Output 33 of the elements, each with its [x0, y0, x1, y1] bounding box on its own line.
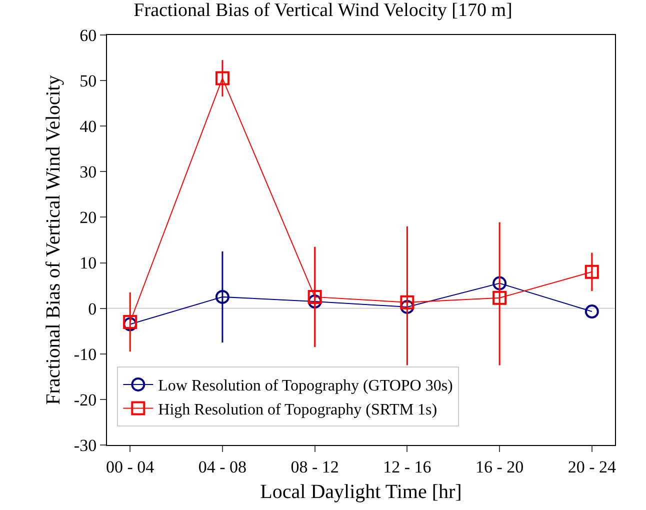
y-tick-label: -30: [74, 436, 97, 455]
point: [215, 71, 230, 86]
y-tick-label: 20: [80, 208, 97, 228]
y-tick-label: 0: [88, 299, 97, 318]
y-tick-label: 50: [80, 72, 97, 91]
point: [123, 315, 138, 329]
legend-label: High Resolution of Topography (SRTM 1s): [158, 401, 438, 418]
x-axis-title: Local Daylight Time [hr]: [260, 480, 462, 503]
x-tick-label: 08 - 12: [290, 457, 339, 476]
y-axis-title: Fractional Bias of Vertical Wind Velocity: [42, 75, 64, 405]
point: [215, 290, 230, 304]
y-tick-label: 40: [80, 117, 97, 136]
y-tick-label: -20: [74, 390, 97, 410]
chart-title: Fractional Bias of Vertical Wind Velocity [170 m]: [134, 0, 512, 21]
x-tick-label: 16 - 20: [475, 457, 524, 476]
y-tick-label: -10: [74, 344, 97, 364]
point: [584, 304, 599, 319]
point: [400, 300, 414, 314]
point: [123, 317, 138, 332]
x-tick-label: 20 - 24: [568, 457, 616, 476]
point: [308, 294, 322, 308]
point: [492, 276, 507, 290]
point: [400, 295, 414, 310]
y-tick-label: 60: [80, 26, 97, 45]
point: [584, 264, 599, 279]
y-tick-label: 30: [80, 162, 97, 182]
x-tick-label: 12 - 16: [383, 457, 432, 476]
y-tick-label: 10: [80, 254, 97, 273]
point: [492, 290, 507, 305]
x-tick-label: 04 - 08: [198, 457, 247, 476]
point: [308, 290, 322, 304]
legend-label: Low Resolution of Topography (GTOPO 30s): [158, 378, 453, 395]
x-tick-label: 00 - 04: [106, 457, 155, 476]
